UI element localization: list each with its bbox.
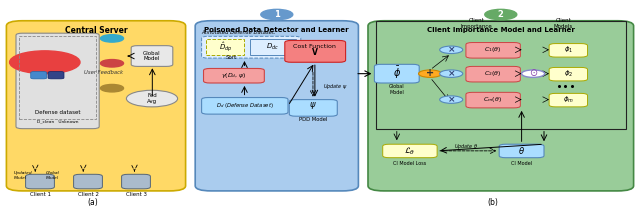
Text: $D_{dc}$: $D_{dc}$ [266,42,279,52]
FancyBboxPatch shape [122,174,150,189]
FancyBboxPatch shape [499,144,544,158]
Text: $\mathcal{L}_\theta$: $\mathcal{L}_\theta$ [404,145,415,157]
Circle shape [440,46,463,53]
Text: Defense dataset: Defense dataset [35,110,81,115]
Circle shape [127,90,178,107]
Text: 2: 2 [498,10,504,19]
Text: Sort: Sort [225,55,237,60]
Text: ⊙: ⊙ [529,68,537,78]
Text: $D_d$ $(Defense\ Dataset)$: $D_d$ $(Defense\ Dataset)$ [216,101,273,110]
FancyBboxPatch shape [26,174,54,189]
Text: Client
Models: Client Models [554,19,573,29]
Circle shape [261,9,293,20]
FancyBboxPatch shape [48,72,64,79]
Text: $\hat{D}_{dp}$: $\hat{D}_{dp}$ [218,40,232,54]
FancyBboxPatch shape [289,100,337,116]
FancyBboxPatch shape [549,67,588,81]
Text: Client 1: Client 1 [29,192,51,197]
Circle shape [440,96,463,103]
FancyBboxPatch shape [202,98,288,114]
Text: $C_2(\theta)$: $C_2(\theta)$ [484,69,502,78]
FancyBboxPatch shape [250,40,296,55]
Circle shape [100,35,124,42]
FancyBboxPatch shape [466,66,520,82]
Text: Annotated Defense Dataset:: Annotated Defense Dataset: [202,30,276,35]
Text: PDD Model: PDD Model [299,117,327,122]
Text: (a): (a) [88,198,98,207]
FancyBboxPatch shape [31,72,47,79]
FancyBboxPatch shape [549,43,588,57]
Text: Poisoned Data Detector and Learner: Poisoned Data Detector and Learner [205,27,349,33]
FancyBboxPatch shape [74,174,102,189]
Circle shape [485,9,517,20]
FancyBboxPatch shape [285,41,346,62]
Circle shape [100,84,124,92]
Text: Updated
Model: Updated Model [14,171,33,180]
Text: 1: 1 [274,10,280,19]
FancyBboxPatch shape [549,93,588,107]
Text: Client 3: Client 3 [125,192,147,197]
Text: Central Server: Central Server [65,26,127,35]
FancyBboxPatch shape [383,144,437,158]
Text: Fed
Avg: Fed Avg [147,93,157,104]
Text: $\phi_2$: $\phi_2$ [564,69,573,79]
Text: Global
Model: Global Model [143,51,161,61]
Text: $Update\ \psi$: $Update\ \psi$ [323,82,348,91]
Text: $\psi$: $\psi$ [309,100,317,111]
FancyBboxPatch shape [16,33,99,129]
Text: D_clean   Unknown: D_clean Unknown [37,119,78,123]
FancyBboxPatch shape [206,40,244,55]
Text: $C_m(\theta)$: $C_m(\theta)$ [483,95,502,104]
FancyBboxPatch shape [368,21,634,191]
Text: Cost Function: Cost Function [294,44,336,49]
Text: Global
Model: Global Model [46,171,60,180]
Text: $\phi_m$: $\phi_m$ [563,94,574,105]
Text: CI Model Loss: CI Model Loss [393,161,426,166]
Text: +: + [426,68,434,78]
Text: $\phi_1$: $\phi_1$ [564,45,573,55]
FancyBboxPatch shape [6,21,186,191]
Text: Client Importance Model and Learner: Client Importance Model and Learner [427,27,575,33]
Text: $\gamma(D_d, \psi)$: $\gamma(D_d, \psi)$ [221,71,246,80]
FancyBboxPatch shape [374,64,419,83]
FancyBboxPatch shape [204,68,264,83]
Text: User Feedback: User Feedback [84,70,123,75]
Text: $\theta$: $\theta$ [518,145,525,156]
Circle shape [419,70,442,77]
Circle shape [440,70,463,77]
Text: Client
Importance: Client Importance [461,19,493,29]
Circle shape [10,51,80,74]
Text: $Update\ \theta$: $Update\ \theta$ [454,142,478,151]
Text: ×: × [447,45,455,54]
Text: Client 2: Client 2 [77,192,99,197]
FancyBboxPatch shape [195,21,358,191]
FancyBboxPatch shape [466,43,520,58]
FancyBboxPatch shape [131,46,173,66]
Text: ×: × [447,69,455,78]
FancyBboxPatch shape [466,92,520,108]
Text: V: V [312,48,318,57]
Text: (b): (b) [488,198,498,207]
FancyBboxPatch shape [202,36,301,58]
Text: $\bar{\phi}$: $\bar{\phi}$ [393,65,401,81]
Text: CI Model: CI Model [511,161,532,166]
Text: ×: × [447,95,455,104]
Circle shape [522,70,545,77]
Text: Global
Model: Global Model [389,84,404,95]
Circle shape [100,59,124,67]
Text: $C_1(\theta)$: $C_1(\theta)$ [484,45,502,54]
